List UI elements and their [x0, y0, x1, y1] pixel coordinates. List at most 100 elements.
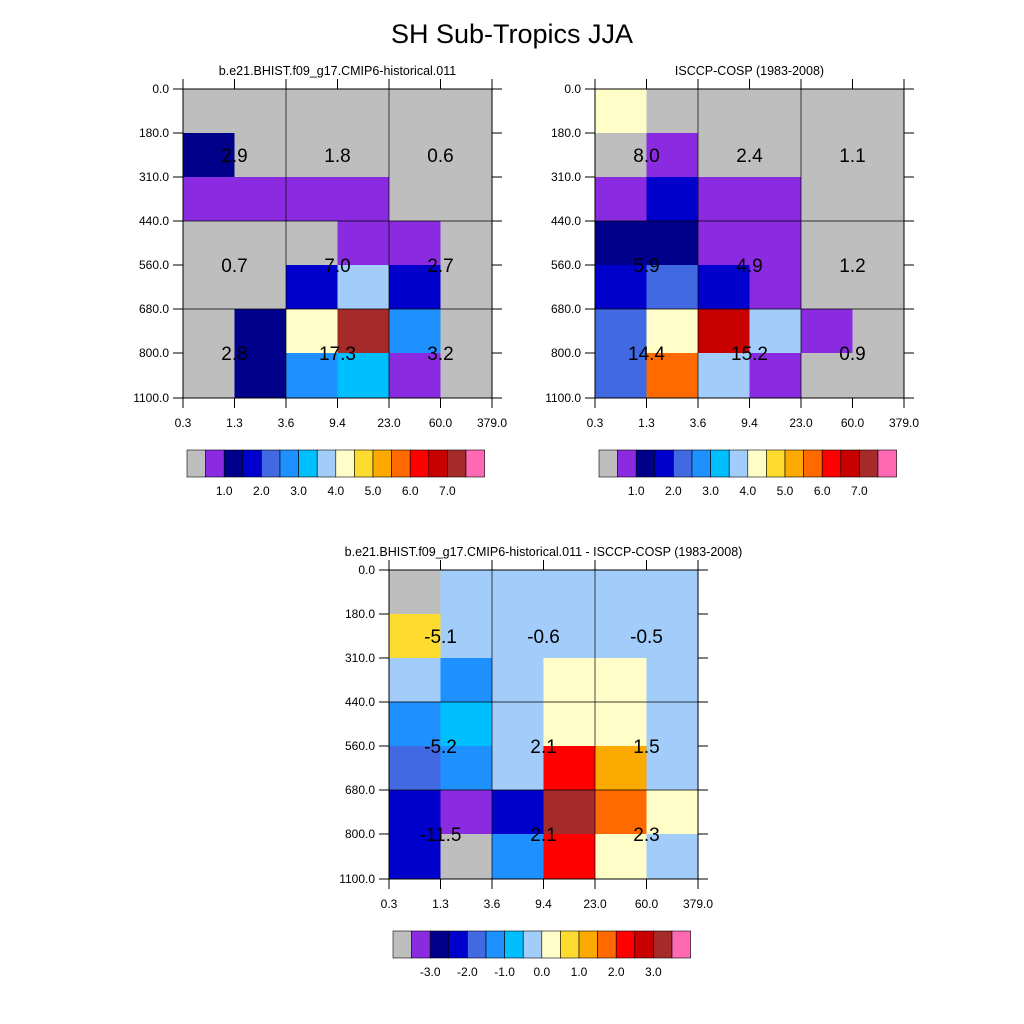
heatmap-cell	[286, 89, 338, 134]
heatmap-cell	[646, 614, 699, 659]
heatmap-cell	[595, 221, 647, 266]
x-tick-label: 0.3	[175, 416, 192, 430]
x-tick-label: 23.0	[789, 416, 813, 430]
x-tick-label: 3.6	[690, 416, 707, 430]
colorbar-swatch	[223, 449, 244, 478]
box-value-label: 3.2	[427, 344, 453, 365]
colorbar-swatch	[448, 930, 468, 959]
heatmap-cell	[337, 221, 390, 266]
heatmap-cell	[749, 309, 802, 354]
heatmap-cell	[492, 702, 544, 747]
box-value-label: 2.1	[530, 737, 556, 758]
heatmap-cell	[646, 353, 699, 399]
y-tick-label: 440.0	[345, 695, 375, 709]
heatmap-cell	[183, 221, 235, 266]
colorbar-label: 0.0	[533, 965, 550, 979]
heatmap-cell	[440, 353, 493, 399]
box-value-label: -0.6	[527, 627, 560, 648]
colorbar-swatch	[747, 449, 767, 478]
y-tick-label: 310.0	[345, 651, 375, 665]
y-tick-label: 440.0	[551, 214, 581, 228]
colorbar-swatch	[186, 449, 206, 478]
heatmap-cell	[389, 658, 441, 703]
panel-title: b.e21.BHIST.f09_g17.CMIP6-historical.011…	[345, 545, 743, 559]
panels: b.e21.BHIST.f09_g17.CMIP6-historical.011…	[133, 64, 919, 979]
box-value-labels: 2.9 1.8 0.6 0.7 7.0 2.7 2.8 17.3 3.2	[221, 146, 453, 365]
box-value-label: 1.2	[839, 256, 865, 277]
heatmap-cell	[698, 265, 750, 310]
heatmap-cell	[801, 353, 853, 399]
heatmap-cell	[389, 89, 441, 134]
colorbar: 1.0 2.0 3.0 4.0 5.0 6.0 7.0	[186, 449, 485, 498]
heatmap-cell	[440, 834, 493, 880]
panel-title: b.e21.BHIST.f09_g17.CMIP6-historical.011	[219, 64, 456, 78]
box-value-label: -5.1	[424, 627, 457, 648]
heatmap-cell	[440, 221, 493, 266]
heatmap-cell	[801, 309, 853, 354]
x-tick-label: 0.3	[587, 416, 604, 430]
heatmap-cell	[234, 133, 287, 178]
y-tick-label: 560.0	[551, 258, 581, 272]
colorbar-swatch	[578, 930, 598, 959]
y-tick-label: 1100.0	[339, 872, 375, 886]
colorbar-swatch	[335, 449, 355, 478]
colorbar-swatch	[485, 930, 505, 959]
y-tick-label: 800.0	[551, 346, 581, 360]
y-tick-label: 680.0	[551, 302, 581, 316]
heatmap-cell	[646, 702, 699, 747]
colorbar-swatch	[766, 449, 786, 478]
heatmap-cell	[595, 570, 647, 615]
heatmap-cell	[389, 834, 441, 880]
colorbar-label: -2.0	[457, 965, 478, 979]
box-value-label: 0.7	[221, 256, 247, 277]
x-tick-label: 60.0	[429, 416, 453, 430]
heatmap-cell	[492, 614, 544, 659]
x-tick-label: 60.0	[841, 416, 865, 430]
heatmap-cell	[595, 177, 647, 222]
heatmap-cell	[646, 746, 699, 791]
heatmap-cell	[492, 834, 544, 880]
heatmap-cell	[595, 702, 647, 747]
heatmap-cell	[595, 309, 647, 354]
heatmap-cell	[595, 89, 647, 134]
heatmap-cell	[337, 353, 390, 399]
heatmap-cell	[389, 614, 441, 659]
heatmap-cell	[337, 265, 390, 310]
heatmap-cell	[801, 133, 853, 178]
colorbar-label: 5.0	[777, 484, 794, 498]
heatmap-cell	[595, 614, 647, 659]
heatmap-cell	[440, 309, 493, 354]
heatmap-cell	[337, 133, 390, 178]
y-tick-label: 560.0	[345, 739, 375, 753]
colorbar-label: 2.0	[665, 484, 682, 498]
x-tick-label: 23.0	[583, 897, 607, 911]
heatmap-cell	[646, 834, 699, 880]
colorbar-label: 2.0	[608, 965, 625, 979]
heatmap-cell	[234, 309, 287, 354]
heatmap-cell	[595, 658, 647, 703]
panel-3: b.e21.BHIST.f09_g17.CMIP6-historical.011…	[339, 545, 742, 979]
colorbar-swatch	[504, 930, 524, 959]
heatmap-cell	[337, 89, 390, 134]
colorbar-swatch	[541, 930, 561, 959]
axis-ticks: 0.0 180.0 310.0 440.0 560.0 680.0 800.0 1100.0 0…	[545, 79, 919, 430]
heatmap-cell	[543, 570, 596, 615]
heatmap-cell	[646, 177, 699, 222]
colorbar-swatch	[671, 930, 691, 959]
colorbar-label: 7.0	[439, 484, 456, 498]
heatmap-cells	[183, 89, 493, 399]
colorbar-label: 3.0	[702, 484, 719, 498]
heatmap-cell	[389, 309, 441, 354]
box-value-label: 2.7	[427, 256, 453, 277]
panel-1: b.e21.BHIST.f09_g17.CMIP6-historical.011…	[133, 64, 507, 498]
colorbar-label: 4.0	[327, 484, 344, 498]
heatmap-cell	[492, 658, 544, 703]
box-value-label: -5.2	[424, 737, 457, 758]
heatmap-cell	[440, 746, 493, 791]
heatmap-cell	[492, 790, 544, 835]
colorbar-swatch	[821, 449, 842, 478]
box-value-label: 0.9	[839, 344, 865, 365]
colorbar-swatch	[242, 449, 262, 478]
colorbar-swatch	[429, 930, 450, 959]
heatmap-cell	[440, 89, 493, 134]
